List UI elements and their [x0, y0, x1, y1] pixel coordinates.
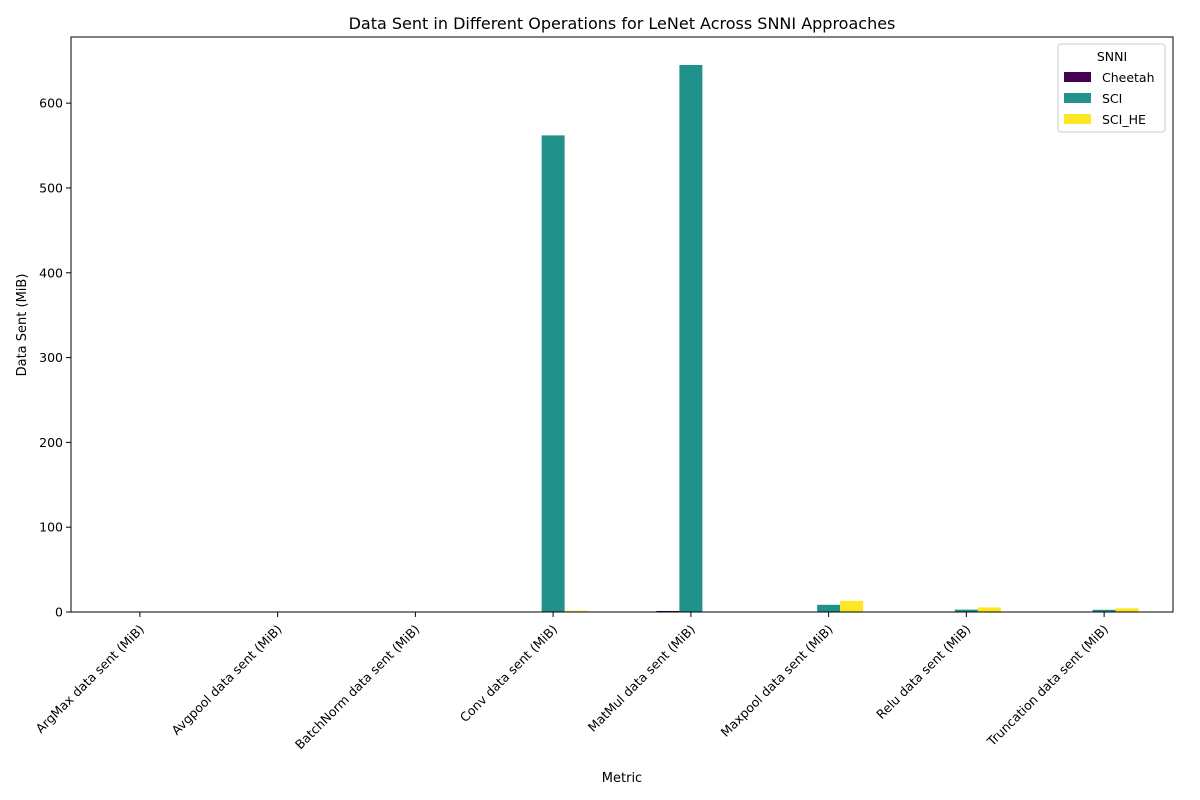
- bars-layer: [518, 64, 1139, 613]
- y-axis-label: Data Sent (MiB): [15, 274, 30, 377]
- y-tick-label: 300: [39, 350, 63, 365]
- bar-sci-he-7: [977, 607, 1001, 612]
- x-tick-label: Conv data sent (MiB): [457, 622, 561, 726]
- x-tick-label: Relu data sent (MiB): [873, 622, 973, 722]
- x-axis-label: Metric: [602, 771, 642, 786]
- y-tick-label: 500: [39, 180, 63, 195]
- bar-sci-5: [679, 64, 703, 613]
- legend-label-sci-he: SCI_HE: [1102, 112, 1146, 127]
- x-tick-label: BatchNorm data sent (MiB): [292, 622, 423, 753]
- y-tick-label: 100: [39, 520, 63, 535]
- x-tick-label: MatMul data sent (MiB): [585, 622, 698, 735]
- legend-swatch-cheetah: [1064, 72, 1091, 82]
- x-tick-label: Avgpool data sent (MiB): [168, 622, 284, 738]
- bar-sci-7: [954, 609, 978, 612]
- bar-sci-he-8: [1115, 608, 1139, 612]
- legend-title: SNNI: [1097, 49, 1127, 64]
- legend: SNNI Cheetah SCI SCI_HE: [1057, 43, 1166, 133]
- bar-sci-4: [541, 135, 565, 612]
- bar-sci-6: [817, 604, 841, 612]
- legend-frame: [1057, 43, 1166, 133]
- x-tick-label: Truncation data sent (MiB): [983, 622, 1111, 750]
- legend-swatch-sci-he: [1064, 114, 1091, 124]
- y-tick-label: 600: [39, 96, 63, 111]
- x-tick-label: Maxpool data sent (MiB): [717, 622, 835, 740]
- bar-sci-he-4: [564, 610, 588, 612]
- axes-layer: 0 100 200 300 400 500 600 ArgMax data sent (MiB…: [32, 36, 1174, 753]
- chart-title: Data Sent in Different Operations for Le…: [349, 14, 896, 33]
- legend-swatch-sci: [1064, 93, 1091, 103]
- legend-label-sci: SCI: [1102, 91, 1122, 106]
- y-tick-label: 400: [39, 265, 63, 280]
- bar-sci-8: [1092, 609, 1116, 612]
- x-tick-label: ArgMax data sent (MiB): [32, 622, 147, 737]
- y-tick-label: 0: [55, 605, 63, 620]
- bar-cheetah-5: [656, 610, 680, 612]
- legend-label-cheetah: Cheetah: [1102, 70, 1155, 85]
- plot-frame: [70, 36, 1174, 613]
- y-tick-label: 200: [39, 435, 63, 450]
- bar-sci-he-6: [840, 600, 864, 612]
